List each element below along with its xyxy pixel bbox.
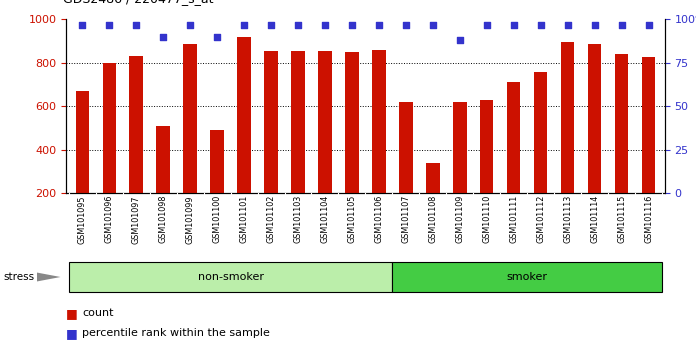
- Bar: [210, 130, 224, 236]
- Text: GSM101108: GSM101108: [428, 195, 437, 243]
- Text: GSM101098: GSM101098: [159, 195, 168, 244]
- Point: [373, 22, 384, 28]
- Bar: [480, 100, 493, 236]
- Text: GSM101109: GSM101109: [455, 195, 464, 244]
- Text: GSM101102: GSM101102: [267, 195, 276, 244]
- Bar: [129, 56, 143, 236]
- Bar: [264, 51, 278, 236]
- Text: GSM101113: GSM101113: [563, 195, 572, 243]
- Bar: [237, 37, 251, 236]
- Text: ■: ■: [66, 327, 78, 340]
- Point: [184, 22, 196, 28]
- Bar: [157, 126, 170, 236]
- Text: non-smoker: non-smoker: [198, 272, 264, 282]
- Text: ■: ■: [66, 307, 78, 320]
- Point: [212, 34, 223, 40]
- Text: GSM101112: GSM101112: [536, 195, 545, 244]
- Text: GSM101104: GSM101104: [320, 195, 329, 243]
- Text: GSM101115: GSM101115: [617, 195, 626, 244]
- Text: GSM101103: GSM101103: [294, 195, 303, 243]
- Point: [77, 22, 88, 28]
- Point: [265, 22, 276, 28]
- Text: stress: stress: [3, 272, 35, 282]
- Bar: [642, 57, 655, 236]
- Point: [562, 22, 574, 28]
- Polygon shape: [37, 273, 61, 281]
- Text: GSM101096: GSM101096: [105, 195, 113, 244]
- Text: GSM101114: GSM101114: [590, 195, 599, 243]
- Text: GSM101100: GSM101100: [212, 195, 221, 243]
- Point: [104, 22, 115, 28]
- Text: GSM101116: GSM101116: [644, 195, 653, 243]
- Bar: [69, 262, 393, 292]
- Text: GSM101107: GSM101107: [402, 195, 411, 244]
- Bar: [561, 42, 574, 236]
- Bar: [426, 162, 440, 236]
- Point: [508, 22, 519, 28]
- Text: count: count: [82, 308, 113, 318]
- Point: [589, 22, 600, 28]
- Bar: [615, 54, 628, 236]
- Point: [427, 22, 438, 28]
- Bar: [184, 44, 197, 236]
- Bar: [453, 102, 466, 236]
- Bar: [393, 262, 662, 292]
- Bar: [399, 102, 413, 236]
- Bar: [318, 51, 332, 236]
- Point: [319, 22, 331, 28]
- Text: GSM101097: GSM101097: [132, 195, 141, 244]
- Point: [481, 22, 492, 28]
- Point: [347, 22, 358, 28]
- Point: [535, 22, 546, 28]
- Text: smoker: smoker: [507, 272, 548, 282]
- Text: GDS2486 / 220477_s_at: GDS2486 / 220477_s_at: [63, 0, 213, 5]
- Bar: [76, 91, 89, 236]
- Point: [292, 22, 303, 28]
- Text: GSM101095: GSM101095: [78, 195, 87, 244]
- Bar: [372, 50, 386, 236]
- Point: [131, 22, 142, 28]
- Bar: [588, 44, 601, 236]
- Point: [454, 38, 466, 43]
- Bar: [291, 51, 305, 236]
- Text: GSM101099: GSM101099: [186, 195, 195, 244]
- Point: [616, 22, 627, 28]
- Bar: [345, 52, 358, 236]
- Text: GSM101110: GSM101110: [482, 195, 491, 243]
- Bar: [534, 72, 547, 236]
- Point: [400, 22, 411, 28]
- Point: [239, 22, 250, 28]
- Text: percentile rank within the sample: percentile rank within the sample: [82, 329, 270, 338]
- Point: [643, 22, 654, 28]
- Text: GSM101101: GSM101101: [239, 195, 248, 243]
- Bar: [507, 82, 521, 236]
- Text: GSM101106: GSM101106: [374, 195, 383, 243]
- Bar: [102, 63, 116, 236]
- Text: GSM101111: GSM101111: [509, 195, 519, 243]
- Text: GSM101105: GSM101105: [347, 195, 356, 244]
- Point: [157, 34, 168, 40]
